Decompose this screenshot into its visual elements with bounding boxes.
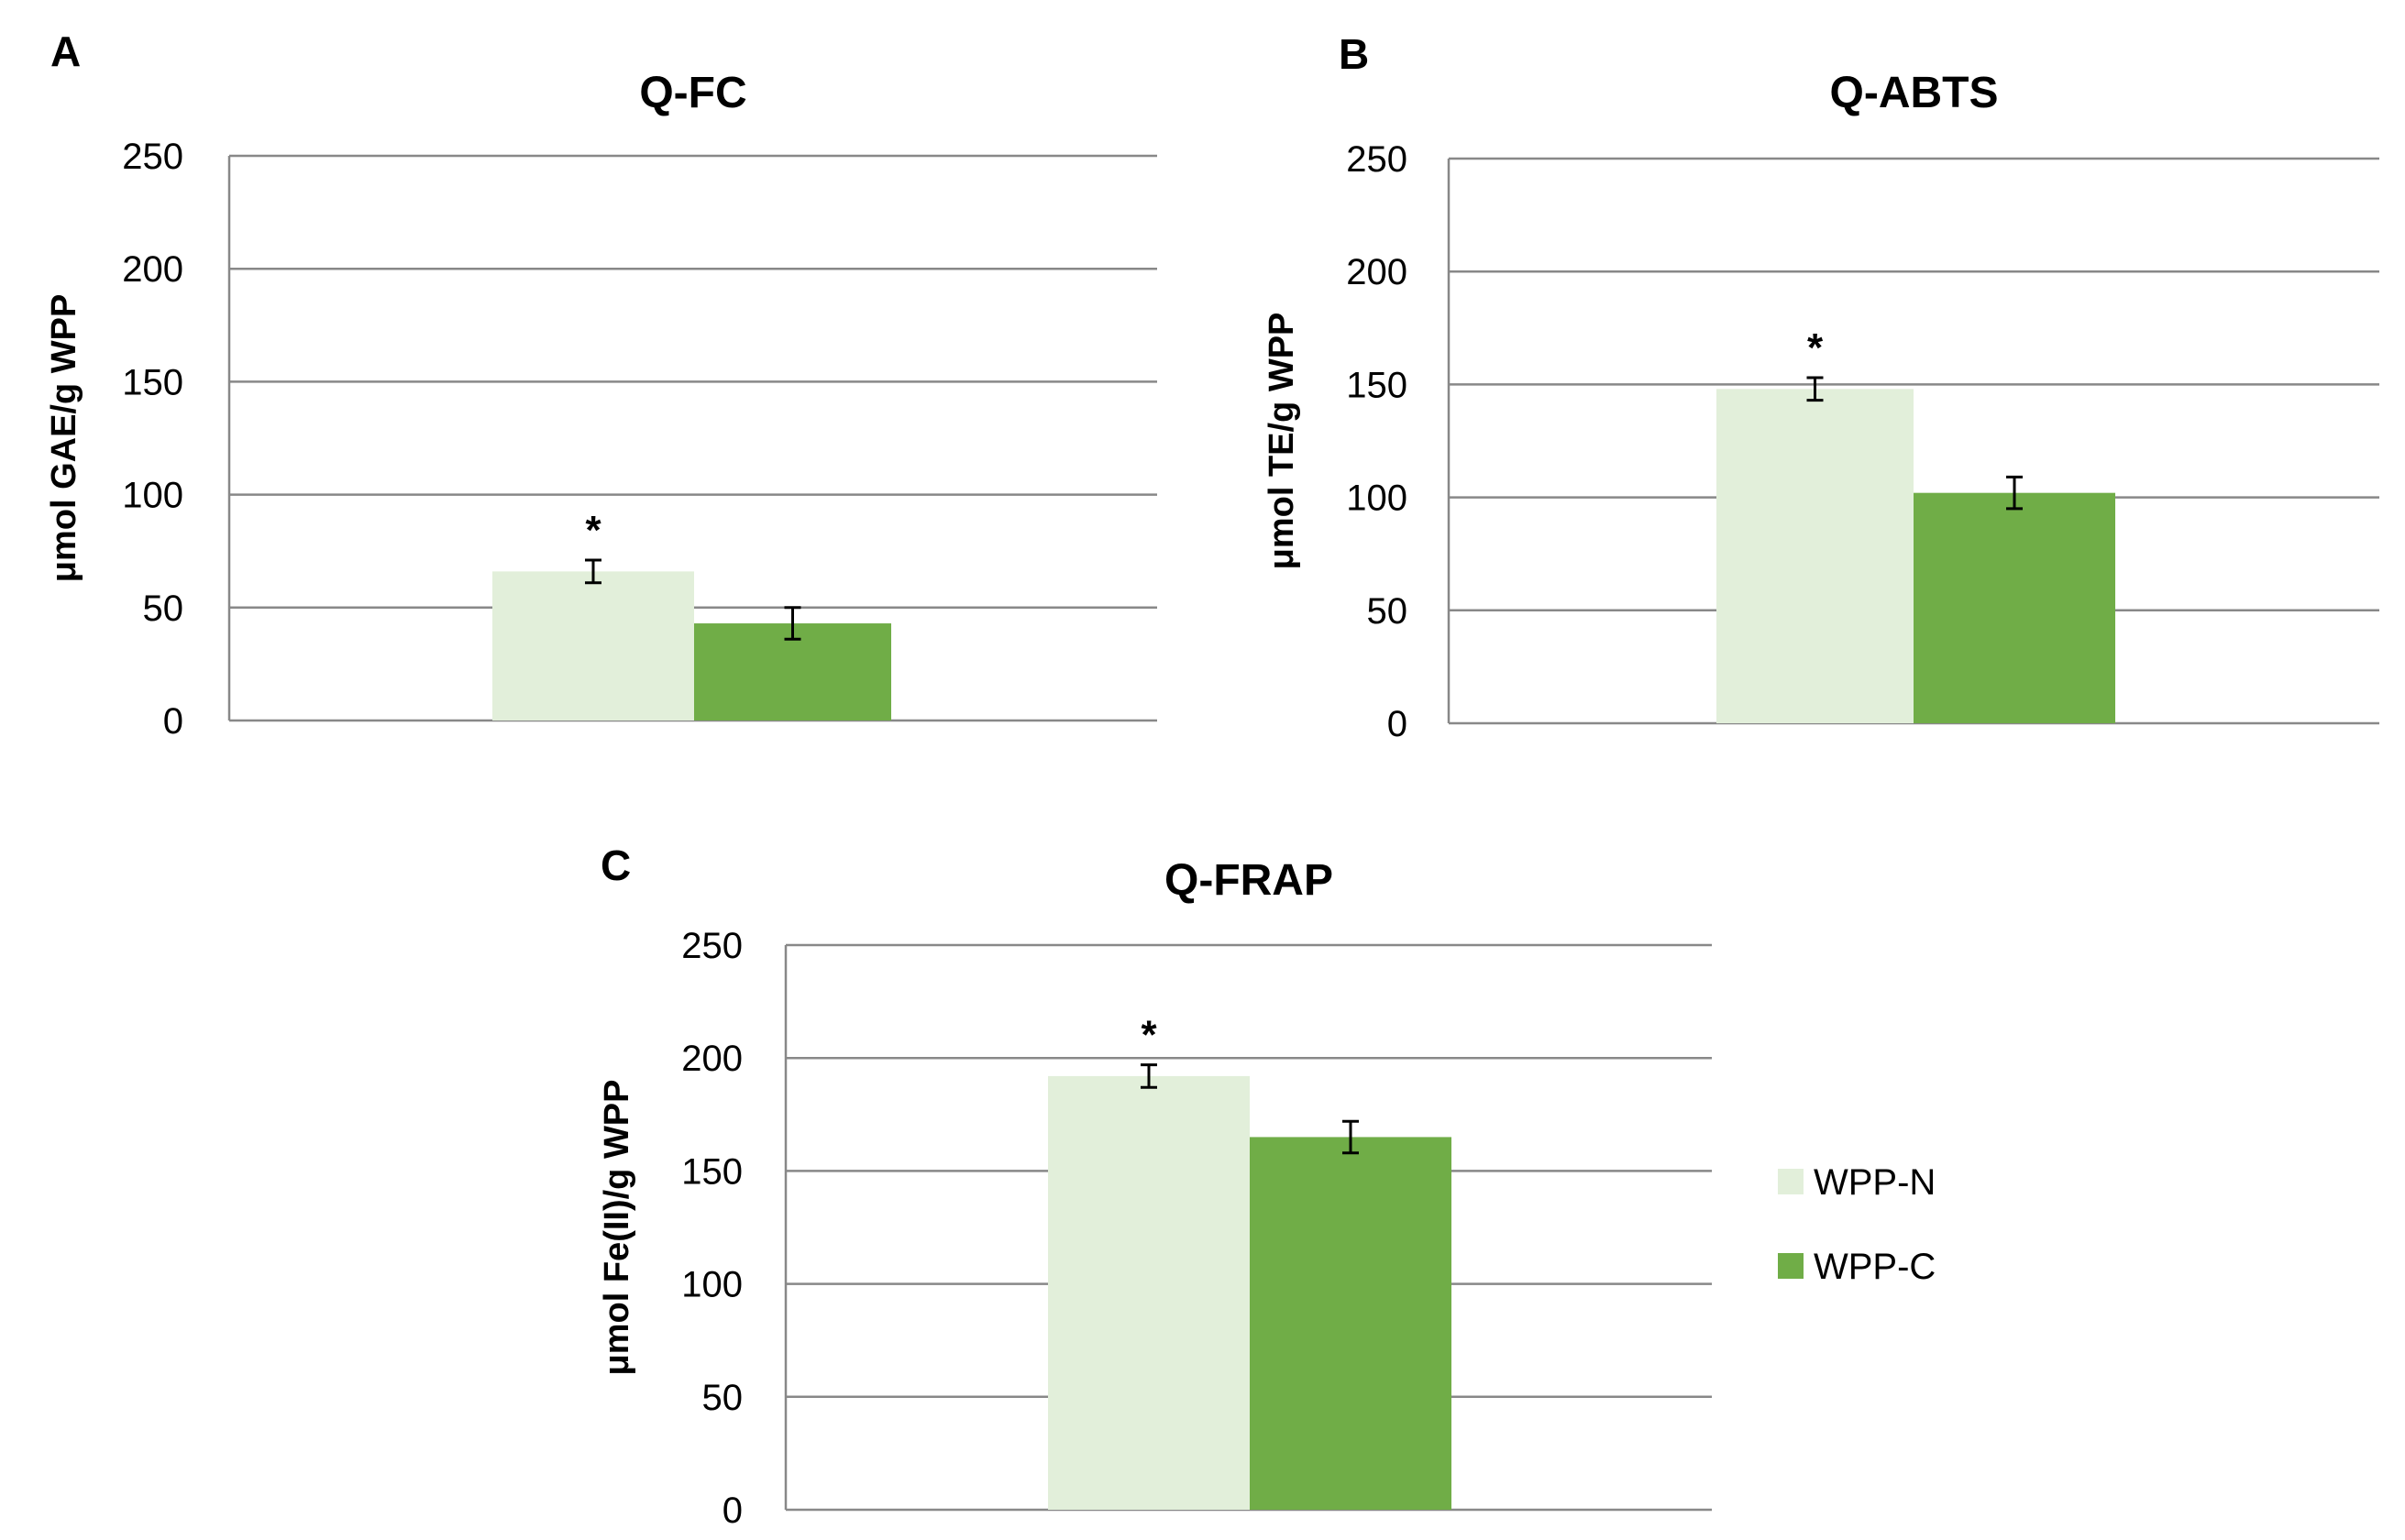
panel-c-significance-wpp-n: * (1141, 1013, 1157, 1058)
panel-b-y-tick-label: 250 (1346, 139, 1407, 180)
panel-c-error-bar-wpp-c (1342, 1119, 1359, 1155)
panel-b-error-bar-wpp-n (1806, 376, 1824, 402)
panel-c-y-axis-title: μmol Fe(II)/g WPP (598, 1079, 636, 1375)
panel-a-y-tick-label: 0 (163, 701, 183, 742)
legend: WPP-N WPP-C (1778, 1162, 1936, 1287)
legend-swatch-wpp-n (1778, 1169, 1804, 1194)
panel-c-bar-wpp-n (1048, 1075, 1250, 1510)
panel-b: B Q-ABTS 0 50 100 150 200 250 μmol TE/g WPP * (1263, 30, 2379, 744)
panel-c-title: Q-FRAP (1164, 856, 1333, 905)
panel-a-title: Q-FC (639, 69, 746, 117)
panel-c: C Q-FRAP 0 50 100 150 200 250 μmol Fe(II)/g WPP * (598, 842, 1712, 1531)
panel-b-letter: B (1339, 30, 1369, 78)
legend-label-wpp-c: WPP-C (1814, 1247, 1936, 1287)
legend-swatch-wpp-c (1778, 1253, 1804, 1279)
panel-c-y-tick-label: 200 (681, 1039, 743, 1079)
panel-b-error-bar-wpp-c (2006, 475, 2023, 511)
panel-b-significance-wpp-n: * (1807, 325, 1824, 370)
panel-a-bar-wpp-n (492, 571, 694, 720)
panel-b-bar-wpp-c (1914, 492, 2115, 723)
panel-a-y-tick-label: 250 (122, 137, 183, 177)
panel-b-title: Q-ABTS (1830, 69, 1999, 117)
panel-c-y-tick-label: 50 (702, 1378, 744, 1418)
panel-c-y-tick-label: 150 (681, 1151, 743, 1192)
panel-a-y-tick-label: 100 (122, 476, 183, 516)
panel-a: A Q-FC 0 50 100 150 200 250 μmol GAE/g WPP * (45, 28, 1157, 742)
panel-c-y-tick-label: 250 (681, 926, 743, 966)
legend-label-wpp-n: WPP-N (1814, 1162, 1936, 1203)
panel-a-error-bar-wpp-c (784, 606, 801, 641)
panel-b-y-tick-label: 100 (1346, 478, 1407, 519)
panel-a-error-bar-wpp-n (585, 558, 601, 585)
panel-c-y-tick-label: 0 (723, 1490, 743, 1531)
panel-b-y-tick-label: 200 (1346, 252, 1407, 292)
panel-c-letter: C (601, 842, 631, 889)
panel-c-error-bar-wpp-n (1141, 1063, 1157, 1089)
panel-b-y-axis-title: μmol TE/g WPP (1263, 313, 1301, 570)
panel-a-y-tick-label: 150 (122, 362, 183, 402)
panel-a-y-axis-title: μmol GAE/g WPP (45, 294, 83, 583)
panel-a-significance-wpp-n: * (585, 508, 601, 553)
panel-b-bar-wpp-n (1716, 389, 1914, 723)
panel-c-bar-wpp-c (1250, 1137, 1451, 1510)
panel-a-letter: A (50, 28, 81, 75)
panel-a-y-tick-label: 50 (143, 588, 184, 629)
panel-b-y-tick-label: 0 (1387, 704, 1407, 744)
panel-b-y-tick-label: 150 (1346, 365, 1407, 405)
panel-a-y-tick-label: 200 (122, 249, 183, 290)
panel-b-y-tick-label: 50 (1367, 591, 1408, 632)
panel-c-y-tick-label: 100 (681, 1265, 743, 1305)
